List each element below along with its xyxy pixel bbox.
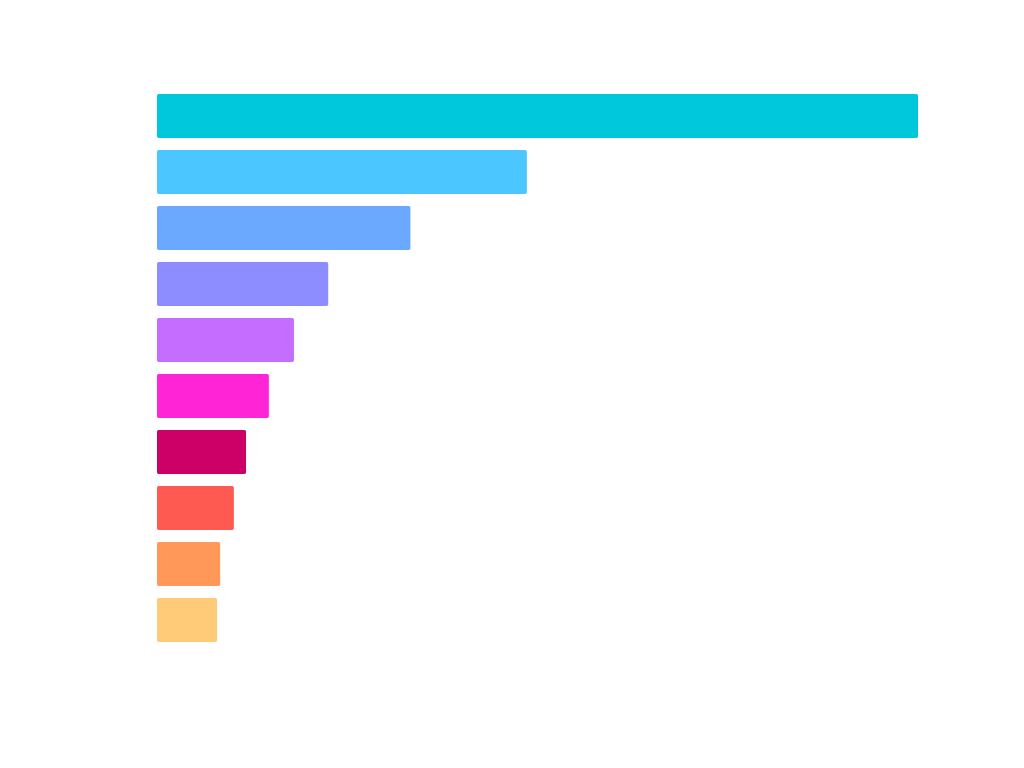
bar-5 [157,318,294,362]
bar-8 [157,486,234,530]
bar-6 [157,374,269,418]
bar-1 [157,94,918,138]
bar-3 [157,206,411,250]
bar-4 [157,262,329,306]
bar-9 [157,542,221,586]
bar-2 [157,150,527,194]
bars-group [157,94,918,642]
bar-10 [157,598,218,642]
bar-7 [157,430,247,474]
